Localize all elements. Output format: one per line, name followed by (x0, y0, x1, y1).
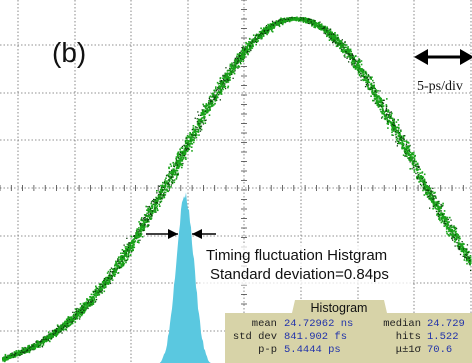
scale-arrow (414, 49, 472, 65)
row-value: 841.902 fs (284, 331, 347, 343)
scale-label: 5-ps/div (417, 79, 463, 94)
row-key: μ±1σ (396, 344, 422, 356)
row-value: 24.729 (427, 318, 465, 330)
waveform-trace (2, 16, 472, 363)
panel-tab (292, 300, 387, 313)
row-key: std dev (233, 331, 277, 343)
row-key: p-p (258, 344, 277, 356)
width-arrows (146, 229, 216, 239)
histogram-panel: Histogram mean 24.72962 ns median 24.729… (225, 300, 472, 363)
row-value: 5.4444 ps (284, 344, 341, 356)
row-value: 70.6 (427, 344, 452, 356)
row-key: hits (396, 331, 421, 343)
histogram-bars (159, 192, 211, 363)
timing-histogram (159, 192, 211, 363)
row-key: median (383, 318, 421, 330)
row-key: mean (252, 318, 277, 330)
annotation-line-1: Timing fluctuation Histgram (206, 247, 387, 264)
panel-body (225, 313, 472, 363)
panel-label: (b) (52, 37, 86, 68)
row-value: 1.522 (427, 331, 459, 343)
row-value: 24.72962 ns (284, 318, 353, 330)
annotation-line-2: Standard deviation=0.84ps (210, 266, 389, 283)
panel-title: Histogram (311, 301, 368, 315)
annotation-backdrop (200, 243, 412, 285)
